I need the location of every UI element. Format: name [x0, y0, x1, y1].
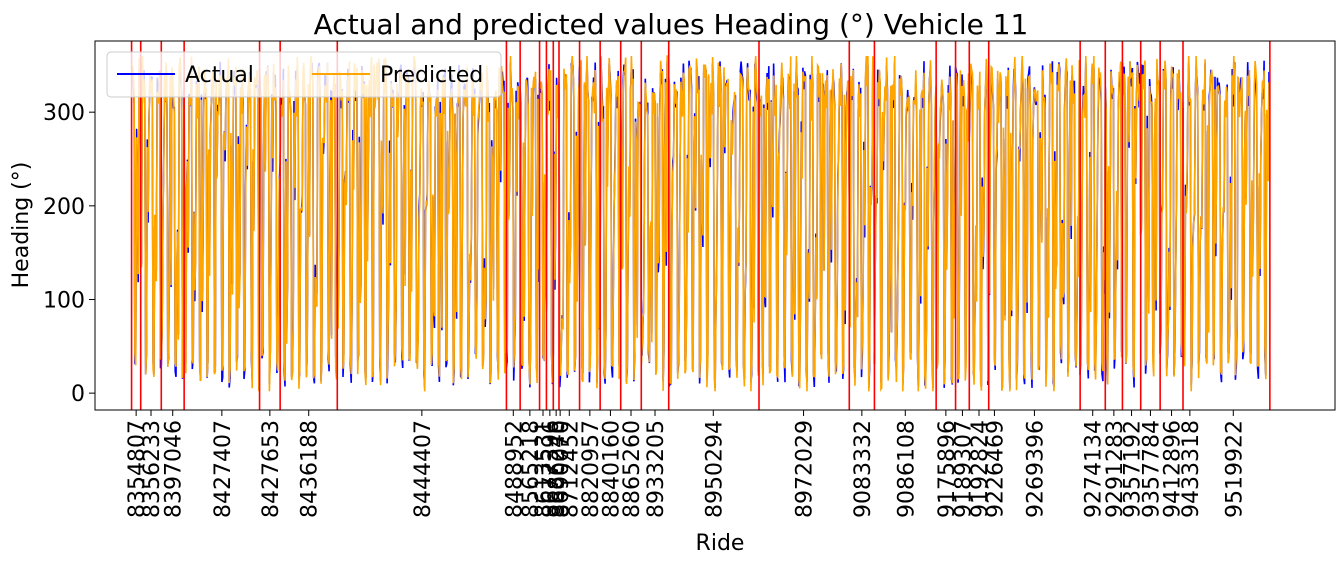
x-axis-label: Ride: [696, 531, 745, 556]
x-tick-label: 9192824: [968, 420, 993, 518]
x-tick-label: 9519922: [1222, 420, 1247, 518]
x-tick-label: 9175896: [935, 420, 960, 518]
x-tick-label: 8972029: [793, 420, 818, 518]
y-tick-label: 0: [71, 382, 85, 407]
x-tick-label: 9226469: [983, 420, 1008, 518]
series-layer: [130, 55, 1270, 393]
x-tick-label: 9357192: [1121, 420, 1146, 518]
x-tick-label: 8840160: [599, 420, 624, 518]
y-tick-label: 300: [43, 101, 85, 126]
x-tick-label: 8690070: [549, 420, 574, 518]
y-tick-label: 100: [43, 288, 85, 313]
legend-box: [106, 51, 502, 98]
legend-label-predicted: Predicted: [380, 63, 483, 88]
legend[interactable]: Actual Predicted: [106, 51, 502, 98]
x-tick-label: 9433318: [1179, 420, 1204, 518]
x-tick-label: 8686246: [545, 420, 570, 518]
x-tick-label: 8950294: [702, 420, 727, 518]
x-tick-label: 8712452: [558, 420, 583, 518]
x-tick-label: 8613531: [532, 420, 557, 518]
x-tick-label: 9189307: [951, 420, 976, 518]
legend-label-actual: Actual: [185, 63, 254, 88]
chart-title: Actual and predicted values Heading (°) …: [314, 8, 1029, 41]
x-tick-label: 9357784: [1139, 420, 1164, 518]
plot-frame: [94, 40, 1336, 411]
x-tick-label: 9269396: [1023, 420, 1048, 518]
x-tick-label: 8488952: [502, 420, 527, 518]
x-tick-label: 8427407: [211, 420, 236, 518]
x-tick-label: 9291283: [1103, 420, 1128, 518]
x-tick-label: 8820957: [579, 420, 604, 518]
series-line-predicted: [130, 55, 1270, 393]
x-tick-label: 8677396: [539, 420, 564, 518]
x-tick-label: 8565218: [519, 420, 544, 518]
x-tick-label: 9412896: [1161, 420, 1186, 518]
x-tick-label: 9086108: [894, 420, 919, 518]
x-tick-label: 8933205: [644, 420, 669, 518]
x-tick-label: 9083332: [851, 420, 876, 518]
y-axis-label: Heading (°): [9, 162, 34, 289]
x-tick-label: 8397046: [162, 420, 187, 518]
x-tick-label: 8436188: [298, 420, 323, 518]
y-axis: 0 100 200 300: [43, 101, 95, 407]
x-tick-label: 8865260: [620, 420, 645, 518]
x-tick-label: 8444407: [411, 420, 436, 518]
x-tick-label: 8427653: [259, 420, 284, 518]
ride-boundary-layer: [130, 41, 1271, 410]
x-tick-label: 8356233: [140, 420, 165, 518]
x-tick-label: 8354807: [125, 420, 150, 518]
x-tick-label: 9274134: [1082, 420, 1107, 518]
y-tick-label: 200: [43, 195, 85, 220]
